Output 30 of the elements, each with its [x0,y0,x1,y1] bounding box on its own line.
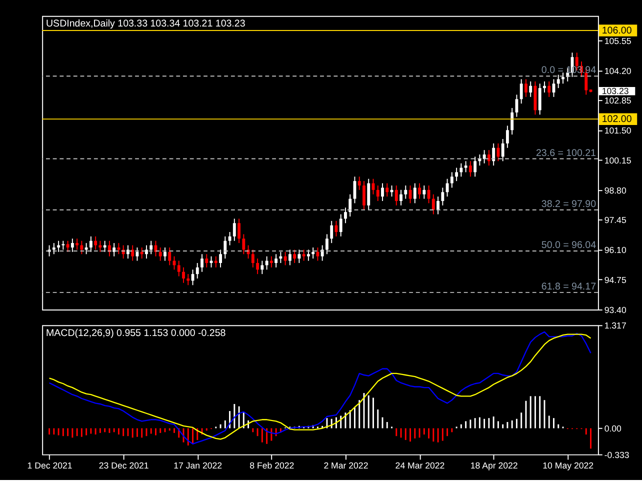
text: 103.23 [602,86,629,96]
category-label: 23 Dec 2021 [98,460,149,471]
y-tick-label: 93.40 [604,304,626,315]
category-label: 18 Apr 2022 [470,460,518,471]
y-tick-label: 96.10 [604,245,626,256]
chart-title: USDIndex,Daily 103.33 103.34 103.21 103.23 [46,18,246,30]
y-tick-label: 105.55 [604,36,632,46]
y-tick-label: 1.317 [604,320,626,331]
y-tick-label: 98.80 [604,185,626,196]
y-tick-label: 0.00 [604,424,622,434]
category-label: 1 Dec 2021 [27,460,72,471]
ref-line-label: 23.6 = 100.21 [536,148,596,159]
y-tick-label: 94.75 [604,275,626,286]
y-tick-label: 100.15 [604,155,632,166]
category-label: 24 Mar 2022 [395,460,445,471]
ref-line-label: 106.00 [602,25,632,36]
category-label: 2 Mar 2022 [324,460,368,471]
category-label: 10 May 2022 [542,460,594,471]
ref-line-label: 50.0 = 96.04 [541,240,597,252]
chart-title: MACD(12,26,9) 0.955 1.153 0.000 -0.258 [46,328,226,339]
ref-line-label: 102.00 [602,114,632,126]
y-tick-label: 97.45 [604,215,626,226]
ref-line-label: 38.2 = 97.90 [541,198,597,210]
category-label: 8 Feb 2022 [250,460,294,471]
y-tick-label: 104.20 [604,66,632,76]
y-tick-label: 102.85 [604,96,632,106]
y-tick-label: -0.333 [604,450,630,460]
category-label: 17 Jan 2022 [174,460,222,471]
y-tick-label: 101.50 [604,126,632,136]
ref-line-label: 61.8 = 94.17 [541,282,596,292]
